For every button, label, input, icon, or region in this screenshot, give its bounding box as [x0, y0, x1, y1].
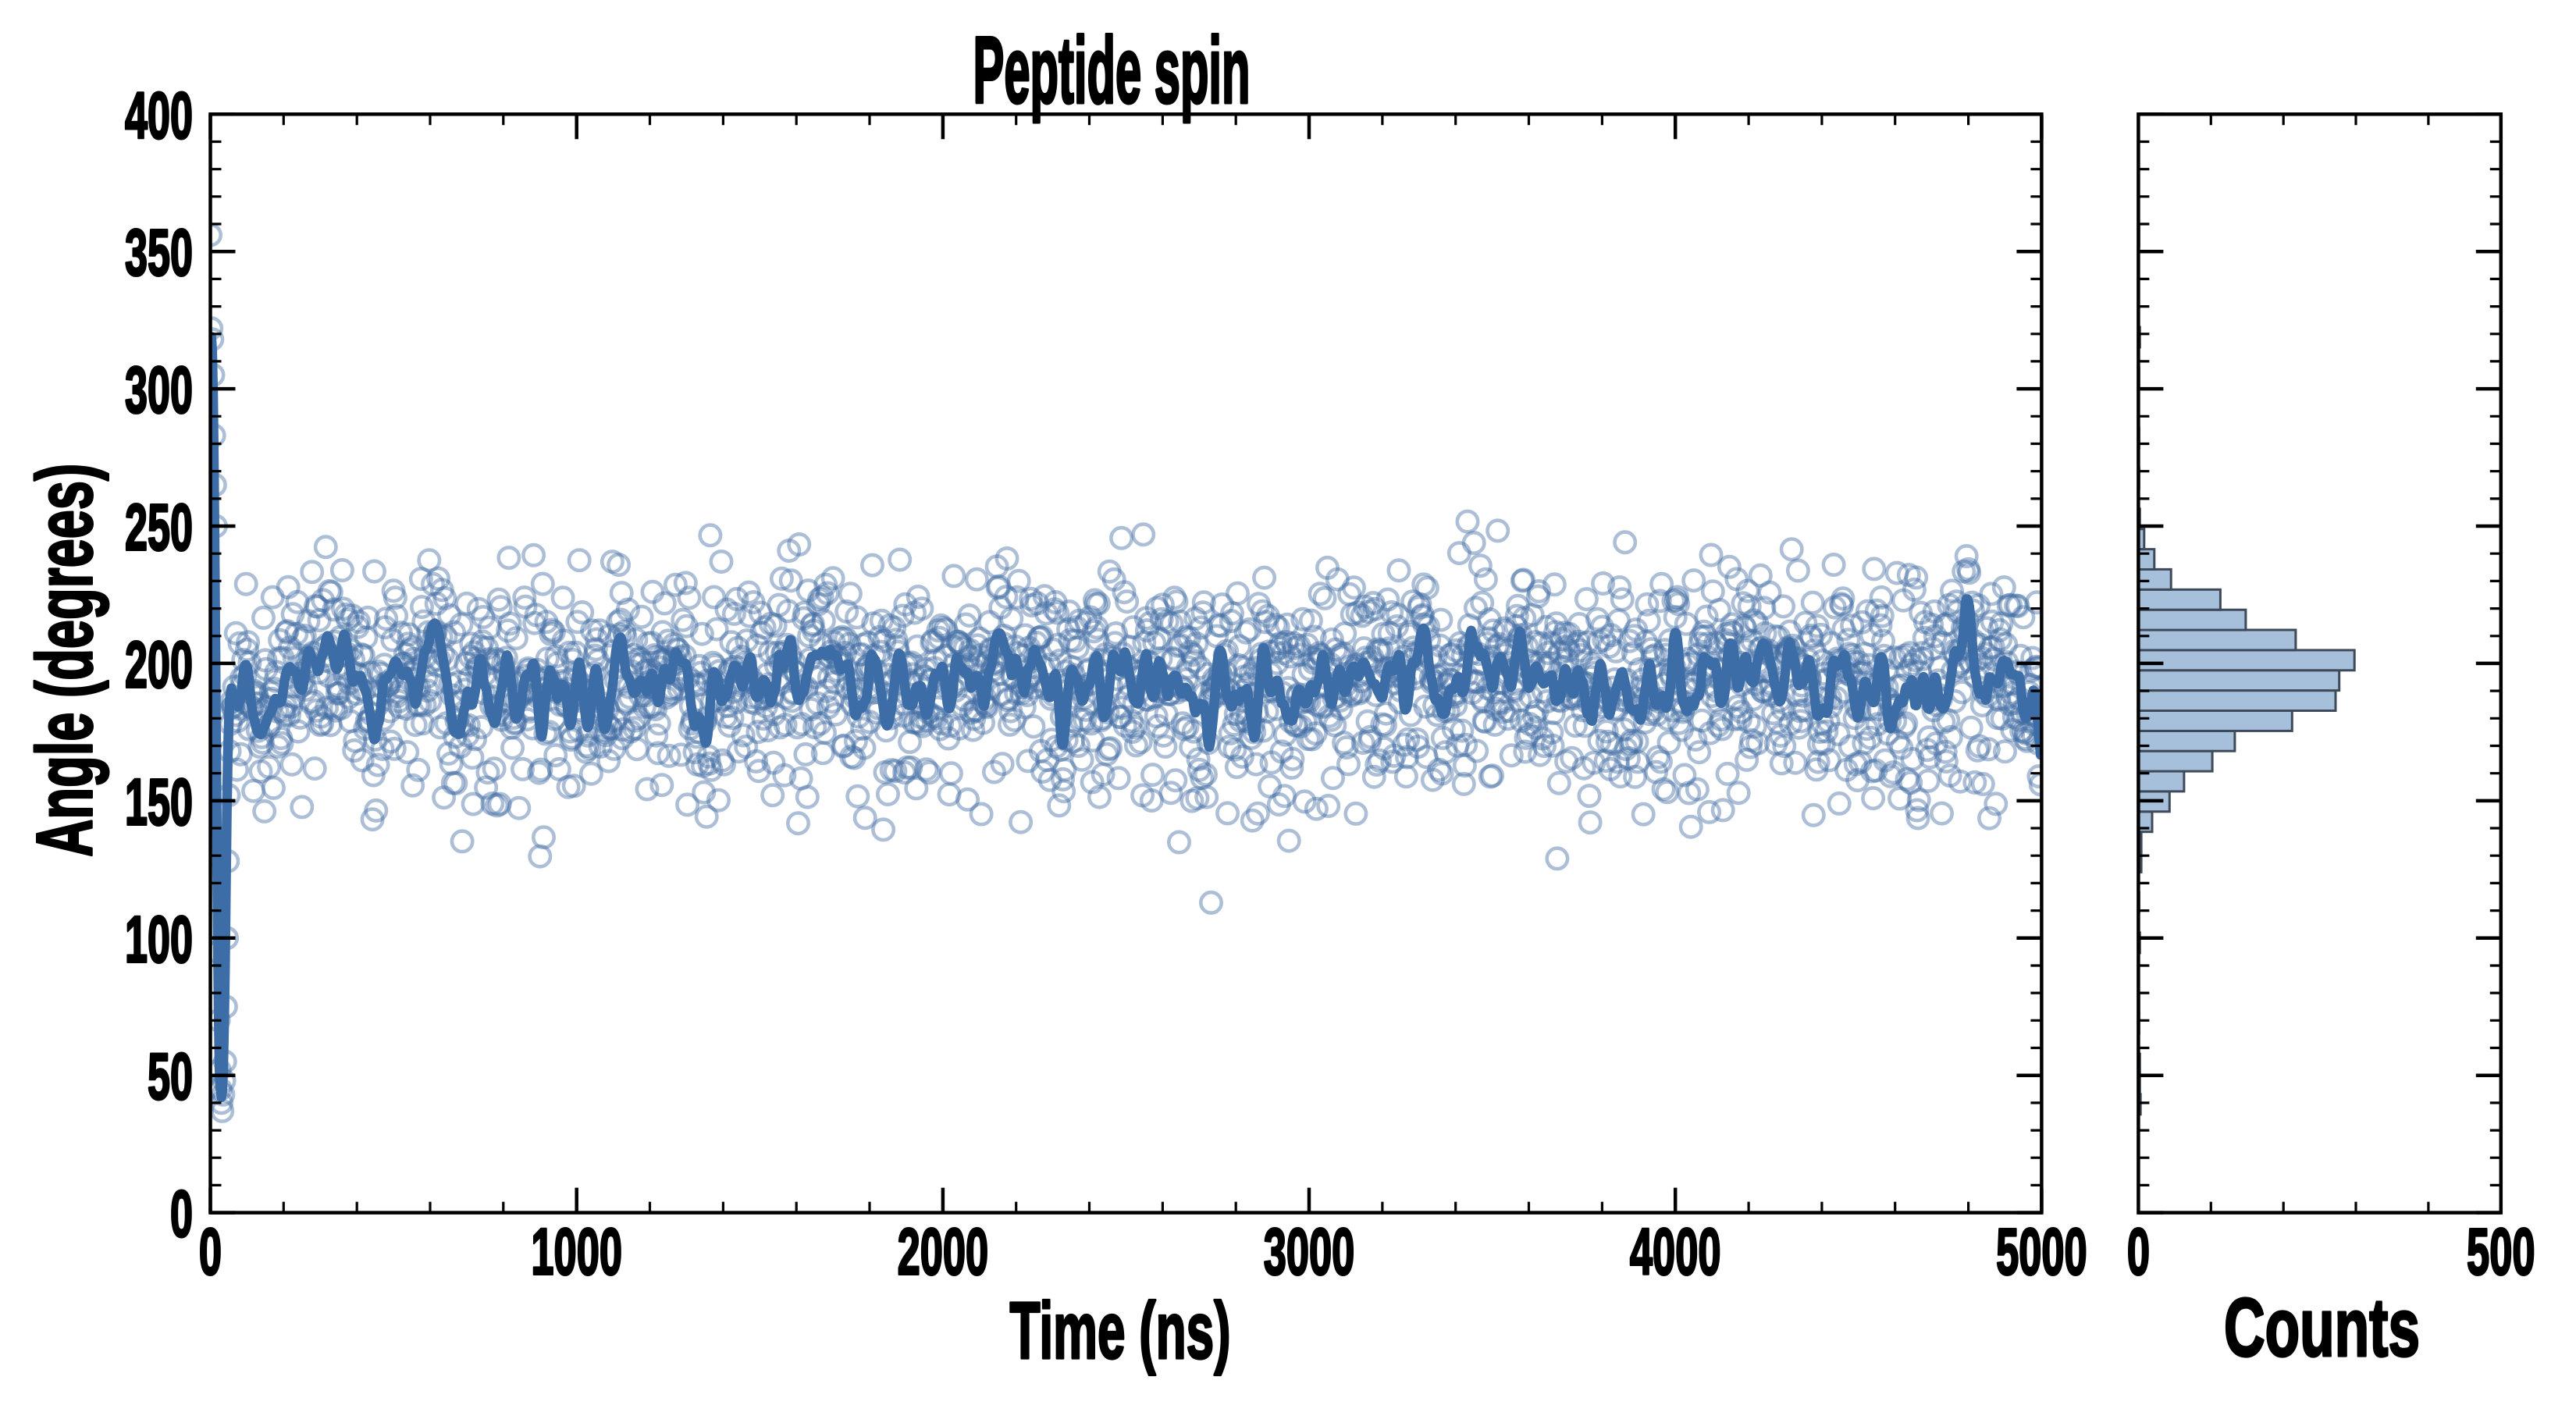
svg-text:250: 250 — [125, 491, 193, 564]
svg-text:0: 0 — [170, 1177, 193, 1250]
svg-text:300: 300 — [125, 354, 193, 427]
svg-text:5000: 5000 — [1996, 1215, 2087, 1289]
svg-text:4000: 4000 — [1630, 1215, 1721, 1289]
svg-text:100: 100 — [125, 902, 193, 976]
svg-text:0: 0 — [199, 1215, 222, 1289]
svg-text:3000: 3000 — [1264, 1215, 1355, 1289]
svg-text:2000: 2000 — [898, 1215, 989, 1289]
svg-text:1000: 1000 — [531, 1215, 622, 1289]
svg-text:150: 150 — [125, 765, 193, 838]
svg-text:350: 350 — [125, 216, 193, 290]
svg-text:Counts: Counts — [2224, 1282, 2420, 1374]
svg-text:50: 50 — [148, 1040, 193, 1113]
svg-text:200: 200 — [125, 628, 193, 701]
svg-text:400: 400 — [125, 79, 193, 152]
svg-text:500: 500 — [2467, 1215, 2535, 1289]
svg-text:Time (ns): Time (ns) — [1010, 1286, 1231, 1375]
svg-text:Peptide spin: Peptide spin — [973, 17, 1251, 123]
svg-text:0: 0 — [2127, 1215, 2150, 1289]
svg-text:Angle (degrees): Angle (degrees) — [22, 464, 109, 857]
